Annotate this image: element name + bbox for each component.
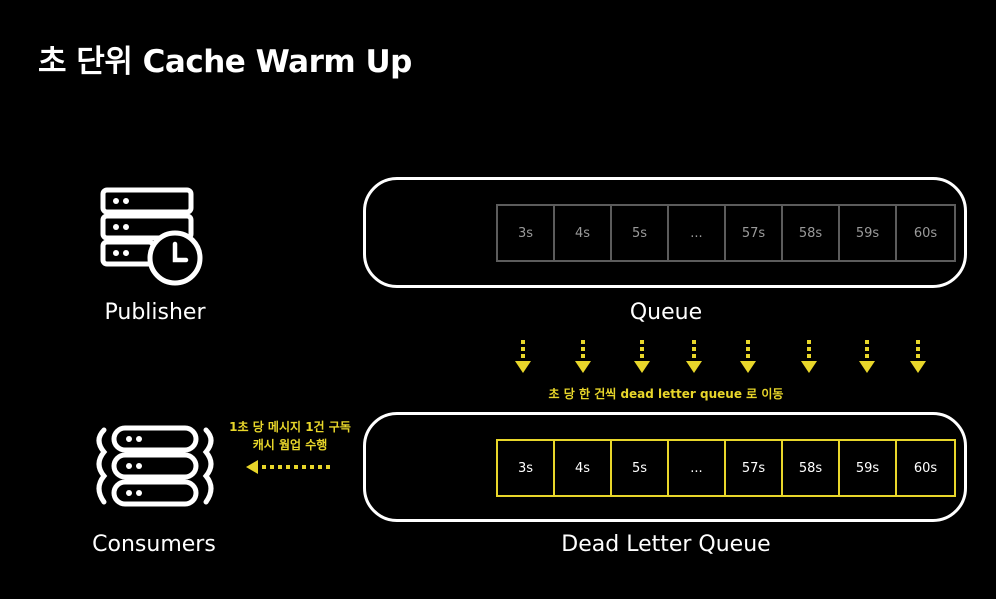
transfer-arrow-icon <box>740 340 756 373</box>
queue-cell: 59s <box>840 206 897 260</box>
queue-cell: ... <box>669 206 726 260</box>
consume-caption-line2: 캐시 웜업 수행 <box>252 438 328 452</box>
consume-arrow-icon <box>246 460 330 474</box>
dlq-cell: 4s <box>555 441 612 495</box>
dlq-cell: 58s <box>783 441 840 495</box>
queue-cell: 57s <box>726 206 783 260</box>
queue-cell: 58s <box>783 206 840 260</box>
server-clock-icon <box>100 187 203 286</box>
publisher-label: Publisher <box>104 300 206 325</box>
dlq-cell: 57s <box>726 441 783 495</box>
transfer-arrow-icon <box>801 340 817 373</box>
consumers-label: Consumers <box>92 532 216 557</box>
slide-title: 초 단위 Cache Warm Up <box>38 44 412 80</box>
dlq-cell: ... <box>669 441 726 495</box>
queue-cell: 5s <box>612 206 669 260</box>
dead-letter-queue-label: Dead Letter Queue <box>561 532 771 557</box>
transfer-arrow-icon <box>634 340 650 373</box>
transfer-arrow-icon <box>910 340 926 373</box>
queue-cell: 3s <box>498 206 555 260</box>
dlq-cell: 59s <box>840 441 897 495</box>
dead-letter-queue-cells: 3s 4s 5s ... 57s 58s 59s 60s <box>496 439 956 497</box>
queue-cells: 3s 4s 5s ... 57s 58s 59s 60s <box>496 204 956 262</box>
consume-caption: 1초 당 메시지 1건 구독 캐시 웜업 수행 <box>225 418 355 454</box>
dlq-cell: 5s <box>612 441 669 495</box>
server-stack-icon <box>96 425 214 507</box>
queue-container <box>363 177 967 288</box>
dead-letter-queue-container <box>363 412 967 522</box>
dlq-cell: 3s <box>498 441 555 495</box>
transfer-caption: 초 당 한 건씩 dead letter queue 로 이동 <box>548 387 784 401</box>
transfer-arrow-icon <box>515 340 531 373</box>
queue-label: Queue <box>629 300 703 325</box>
queue-cell: 4s <box>555 206 612 260</box>
transfer-arrow-icon <box>859 340 875 373</box>
dlq-cell: 60s <box>913 460 938 476</box>
consume-caption-line1: 1초 당 메시지 1건 구독 <box>229 420 351 434</box>
queue-cell: 60s <box>913 225 938 241</box>
transfer-arrow-icon <box>686 340 702 373</box>
transfer-arrow-icon <box>575 340 591 373</box>
